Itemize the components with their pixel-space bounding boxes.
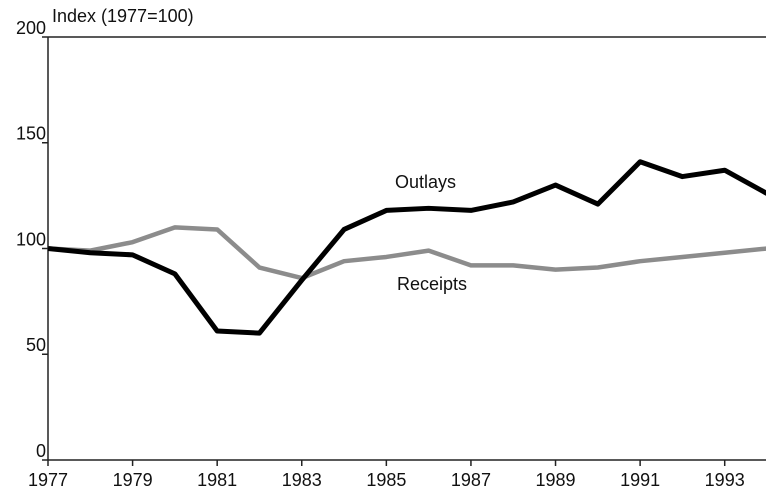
x-tick-label: 1987	[451, 470, 491, 490]
x-tick-label: 1979	[113, 470, 153, 490]
x-tick-label: 1993	[705, 470, 745, 490]
y-tick-label: 0	[36, 441, 46, 461]
x-tick-label: 1977	[28, 470, 68, 490]
y-tick-label: 150	[16, 124, 46, 144]
x-tick-label: 1991	[620, 470, 660, 490]
x-tick-label: 1989	[536, 470, 576, 490]
y-tick-label: 100	[16, 229, 46, 249]
series-label: Receipts	[397, 274, 467, 294]
x-tick-label: 1981	[197, 470, 237, 490]
y-axis-label: Index (1977=100)	[52, 6, 194, 26]
x-tick-label: 1985	[366, 470, 406, 490]
series-label: Outlays	[395, 172, 456, 192]
x-tick-label: 1983	[282, 470, 322, 490]
y-tick-label: 50	[26, 335, 46, 355]
series-line	[47, 225, 766, 281]
series-line	[47, 159, 766, 336]
y-tick-label: 200	[16, 18, 46, 38]
